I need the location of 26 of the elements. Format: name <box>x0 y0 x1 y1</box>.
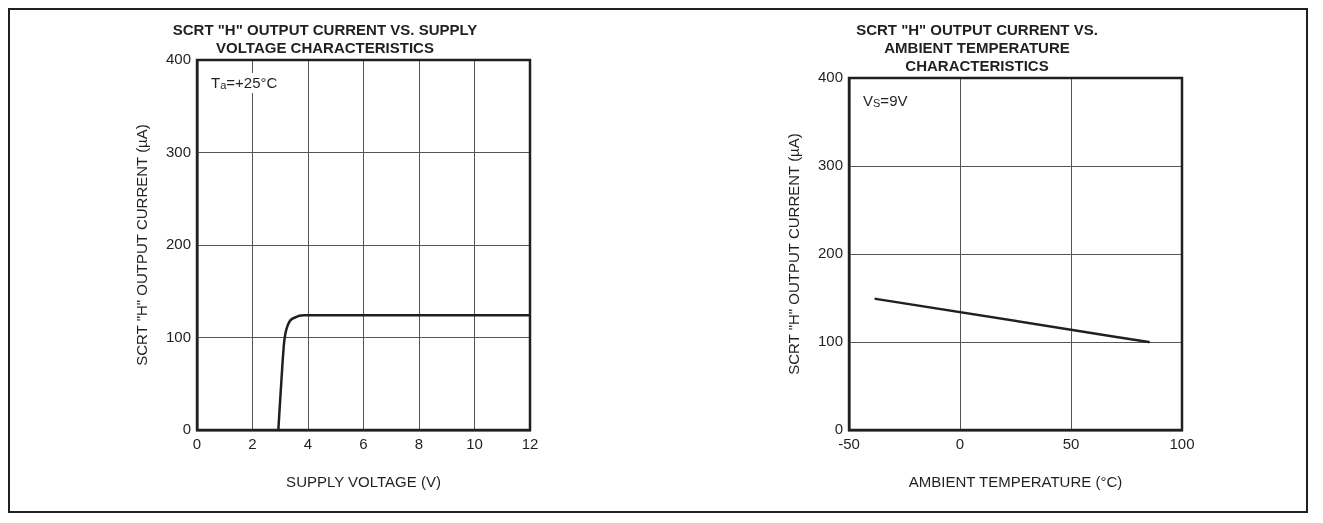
y-tick-label: 100 <box>166 327 192 345</box>
x-tick-label: 2 <box>248 435 257 453</box>
chart-title: SCRT "H" OUTPUT CURRENT VS. AMBIENT TEMPERATURE CHARACTERISTICS <box>856 21 1098 75</box>
x-tick-label: 6 <box>359 435 368 453</box>
y-tick-label: 300 <box>166 142 192 160</box>
annotation: Ta=+25°C <box>211 74 278 91</box>
x-tick-label: 50 <box>1062 435 1080 453</box>
y-tick-label: 400 <box>818 68 844 86</box>
y-axis-title: SCRT "H" OUTPUT CURRENT (µA) <box>133 124 151 366</box>
x-tick-label: 10 <box>466 435 483 453</box>
x-tick-label: 8 <box>414 435 424 453</box>
x-axis-title: SUPPLY VOLTAGE (V) <box>286 473 441 491</box>
x-tick-label: -50 <box>838 435 860 453</box>
annotation: VS=9V <box>863 92 908 109</box>
x-tick-label: 0 <box>955 435 965 453</box>
x-axis-title: AMBIENT TEMPERATURE (°C) <box>908 473 1123 491</box>
y-tick-label: 200 <box>166 235 192 253</box>
x-tick-label: 12 <box>521 435 539 453</box>
y-tick-label: 300 <box>818 156 844 174</box>
x-tick-label: 4 <box>303 435 313 453</box>
y-axis-title: SCRT "H" OUTPUT CURRENT (µA) <box>785 133 803 375</box>
y-tick-label: 100 <box>818 332 844 350</box>
y-tick-label: 200 <box>818 244 844 262</box>
y-tick-label: 0 <box>182 420 192 438</box>
x-tick-label: 100 <box>1169 435 1195 453</box>
y-tick-label: 0 <box>834 420 844 438</box>
